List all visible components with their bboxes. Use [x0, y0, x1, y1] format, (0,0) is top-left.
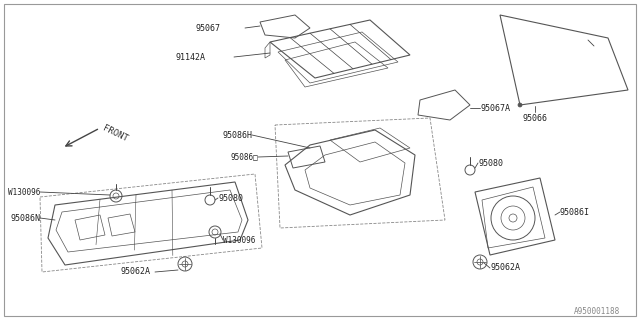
Text: 95086□: 95086□: [230, 153, 258, 162]
Text: W130096: W130096: [223, 236, 255, 244]
Text: 95086H: 95086H: [222, 131, 252, 140]
Text: 95066: 95066: [522, 114, 547, 123]
Text: 95080: 95080: [218, 194, 243, 203]
Text: A950001188: A950001188: [573, 308, 620, 316]
Text: 95086I: 95086I: [560, 207, 590, 217]
Text: 95062A: 95062A: [490, 263, 520, 273]
Text: 91142A: 91142A: [175, 52, 205, 61]
Text: W130096: W130096: [8, 188, 40, 196]
Circle shape: [518, 103, 522, 107]
Text: 95086N: 95086N: [10, 213, 40, 222]
Text: 95067: 95067: [195, 23, 220, 33]
Text: 95062A: 95062A: [120, 268, 150, 276]
Text: 95067A: 95067A: [480, 103, 510, 113]
Text: FRONT: FRONT: [101, 124, 129, 144]
Text: 95080: 95080: [478, 158, 503, 167]
